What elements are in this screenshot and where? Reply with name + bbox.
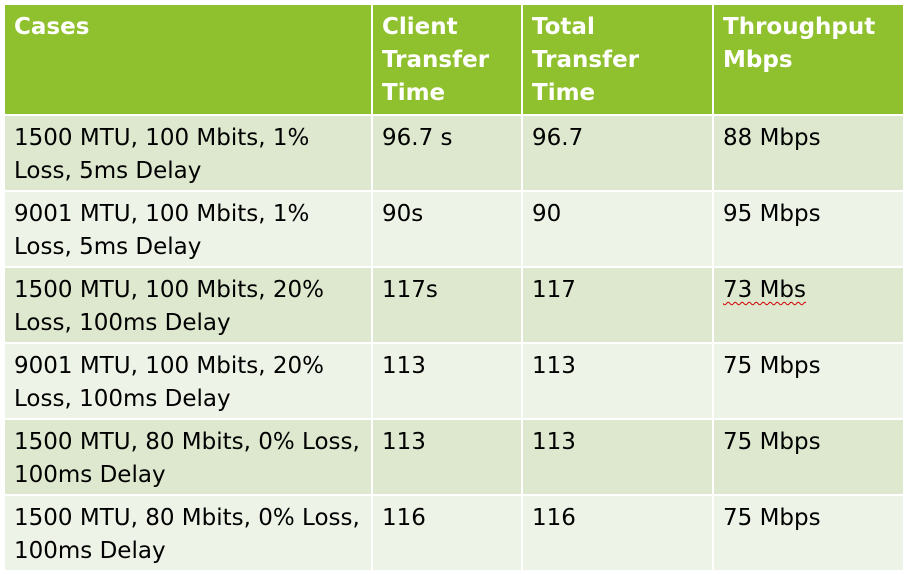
cell-throughput: 95 Mbps	[712, 190, 905, 268]
table-row: 9001 MTU, 100 Mbits, 1% Loss, 5ms Delay …	[3, 190, 905, 268]
cell-case: 1500 MTU, 80 Mbits, 0% Loss, 100ms Delay	[3, 418, 373, 496]
results-table: Cases Client Transfer Time Total Transfe…	[3, 3, 905, 572]
cell-case: 1500 MTU, 100 Mbits, 1% Loss, 5ms Delay	[3, 114, 373, 192]
cell-throughput: 75 Mbps	[712, 342, 905, 420]
cell-throughput: 88 Mbps	[712, 114, 905, 192]
table-row: 1500 MTU, 100 Mbits, 20% Loss, 100ms Del…	[3, 266, 905, 344]
cell-total-time: 90	[521, 190, 714, 268]
cell-client-time: 90s	[371, 190, 523, 268]
cell-client-time: 116	[371, 494, 523, 572]
cell-case: 1500 MTU, 80 Mbits, 0% Loss, 100ms Delay	[3, 494, 373, 572]
table-row: 1500 MTU, 80 Mbits, 0% Loss, 100ms Delay…	[3, 418, 905, 496]
cell-case: 9001 MTU, 100 Mbits, 1% Loss, 5ms Delay	[3, 190, 373, 268]
cell-client-time: 117s	[371, 266, 523, 344]
cell-total-time: 117	[521, 266, 714, 344]
cell-total-time: 113	[521, 418, 714, 496]
cell-client-time: 113	[371, 418, 523, 496]
cell-throughput: 73 Mbs	[712, 266, 905, 344]
cell-client-time: 96.7 s	[371, 114, 523, 192]
table-row: 1500 MTU, 100 Mbits, 1% Loss, 5ms Delay …	[3, 114, 905, 192]
header-row: Cases Client Transfer Time Total Transfe…	[3, 3, 905, 116]
header-total-transfer-time: Total Transfer Time	[521, 3, 714, 116]
cell-total-time: 113	[521, 342, 714, 420]
cell-total-time: 116	[521, 494, 714, 572]
table-row: 1500 MTU, 80 Mbits, 0% Loss, 100ms Delay…	[3, 494, 905, 572]
cell-throughput: 75 Mbps	[712, 418, 905, 496]
cell-case: 9001 MTU, 100 Mbits, 20% Loss, 100ms Del…	[3, 342, 373, 420]
misspelled-throughput-text: 73 Mbs	[723, 277, 807, 303]
cell-client-time: 113	[371, 342, 523, 420]
header-client-transfer-time: Client Transfer Time	[371, 3, 523, 116]
header-cases: Cases	[3, 3, 373, 116]
table-row: 9001 MTU, 100 Mbits, 20% Loss, 100ms Del…	[3, 342, 905, 420]
table-body: 1500 MTU, 100 Mbits, 1% Loss, 5ms Delay …	[3, 114, 905, 572]
header-throughput: Throughput Mbps	[712, 3, 905, 116]
table-header: Cases Client Transfer Time Total Transfe…	[3, 3, 905, 116]
cell-case: 1500 MTU, 100 Mbits, 20% Loss, 100ms Del…	[3, 266, 373, 344]
cell-throughput: 75 Mbps	[712, 494, 905, 572]
cell-total-time: 96.7	[521, 114, 714, 192]
